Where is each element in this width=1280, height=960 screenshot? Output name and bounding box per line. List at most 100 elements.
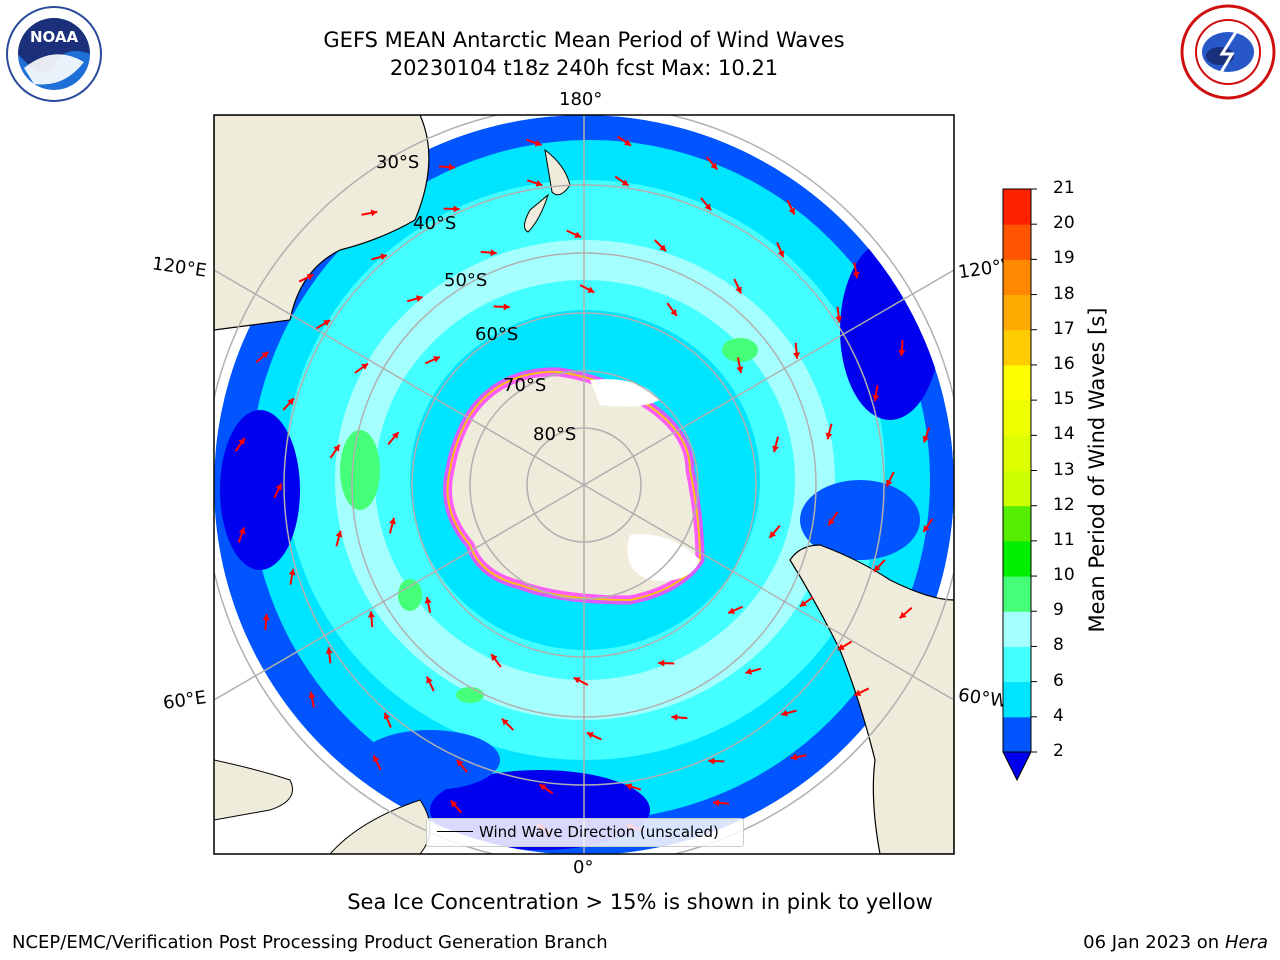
wind-arrow-head xyxy=(708,757,715,765)
wind-arrow-head xyxy=(450,800,458,808)
colorbar-segment xyxy=(1003,716,1031,753)
colorbar-segment xyxy=(1003,681,1031,718)
wind-arrow-head xyxy=(872,394,880,402)
wind-arrow-head xyxy=(736,366,744,373)
wind-arrow-head xyxy=(777,250,785,258)
wind-arrow-head xyxy=(287,398,295,406)
wind-arrow-head xyxy=(424,597,432,604)
map-legend: Wind Wave Direction (unscaled) xyxy=(426,818,744,847)
footer-date-text: 06 Jan 2023 on xyxy=(1083,932,1225,953)
wind-arrow-head xyxy=(923,525,930,532)
colorbar-label: Mean Period of Wind Waves [s] xyxy=(1085,307,1109,633)
colorbar-segment xyxy=(1003,224,1031,260)
wind-arrow-head xyxy=(573,677,581,684)
colorbar-segment xyxy=(1003,576,1031,612)
colorbar-tick-label: 18 xyxy=(1053,283,1075,304)
colorbar-segment xyxy=(1003,294,1031,331)
legend-line-swatch xyxy=(437,831,473,832)
colorbar-tick-label: 11 xyxy=(1053,529,1075,550)
wind-arrow-head xyxy=(288,568,296,576)
wind-arrow-head xyxy=(415,295,423,302)
colorbar-tick-label: 2 xyxy=(1053,741,1064,761)
wind-arrow-head xyxy=(728,607,736,614)
wind-arrow-head xyxy=(899,611,907,619)
wind-arrow-head xyxy=(333,444,340,452)
wind-wave-arrows xyxy=(234,135,934,835)
wind-arrow-head xyxy=(898,349,906,357)
wind-arrow-head xyxy=(389,517,396,525)
wind-arrow-head xyxy=(624,139,631,146)
wind-arrow-head xyxy=(799,600,807,607)
wind-arrow-head xyxy=(735,286,742,294)
legend-entry: Wind Wave Direction (unscaled) xyxy=(479,823,719,841)
wind-arrow-head xyxy=(625,783,633,790)
colorbar-segment xyxy=(1003,470,1031,507)
wind-arrow-head xyxy=(534,139,542,147)
ross-ice-shelf xyxy=(590,379,660,407)
wind-arrow-head xyxy=(781,709,788,717)
wind-arrow-head xyxy=(323,320,331,327)
colorbar-segment xyxy=(1003,435,1031,471)
colorbar-tick-label: 19 xyxy=(1053,248,1075,269)
graticule xyxy=(214,115,954,854)
wind-arrow-head xyxy=(659,244,667,252)
chart-title-line2: 20230104 t18z 240h fcst Max: 10.21 xyxy=(389,56,779,80)
noaa-logo: NOAA xyxy=(6,6,102,102)
wind-arrow-head xyxy=(308,691,316,699)
wind-arrow-head xyxy=(490,249,497,257)
colorbar-tick-label: 20 xyxy=(1053,213,1075,234)
wind-arrow-head xyxy=(670,309,677,316)
wind-arrow-head xyxy=(367,611,375,618)
footer-machine: Hera xyxy=(1224,932,1268,953)
lon-label-180: 180° xyxy=(559,89,603,110)
colorbar-tick-label: 14 xyxy=(1053,424,1075,445)
wind-arrow-head xyxy=(275,483,282,491)
weddell-ice-shelf xyxy=(627,534,700,581)
wind-arrow-head xyxy=(501,718,509,726)
wind-arrow-head xyxy=(491,654,498,661)
wind-arrow-head xyxy=(391,432,399,439)
sea-ice-note: Sea Ice Concentration > 15% is shown in … xyxy=(347,890,933,914)
wind-arrow-head xyxy=(426,676,433,684)
wind-arrow-head xyxy=(456,759,464,767)
colorbar-under-arrow xyxy=(1002,751,1032,782)
wind-arrow-head xyxy=(835,316,843,323)
wind-arrow-head xyxy=(828,518,835,526)
wind-arrow-head xyxy=(745,668,753,675)
colorbar-segment xyxy=(1003,189,1031,225)
lon-label-0: 0° xyxy=(573,857,594,878)
wind-arrow-head xyxy=(306,274,314,281)
wind-arrow-head xyxy=(886,479,893,487)
colorbar xyxy=(1002,188,1037,782)
colorbar-tick-label: 15 xyxy=(1053,389,1075,410)
wind-arrow-head xyxy=(238,527,246,535)
colorbar-segment xyxy=(1003,259,1031,296)
wind-arrow-head xyxy=(793,352,801,359)
colorbar-tick-label: 10 xyxy=(1053,565,1075,586)
lat-label-40s: 40°S xyxy=(413,213,457,234)
lat-label-30s: 30°S xyxy=(376,152,420,173)
colorbar-segment xyxy=(1003,611,1031,647)
colorbar-tick-label: 13 xyxy=(1053,459,1075,480)
lat-label-80s: 80°S xyxy=(533,424,577,445)
wind-arrow-head xyxy=(383,712,391,720)
wind-arrow-head xyxy=(825,432,833,440)
australia-landmass xyxy=(214,115,430,331)
chart-title-line1: GEFS MEAN Antarctic Mean Period of Wind … xyxy=(323,28,845,52)
lat-label-50s: 50°S xyxy=(444,270,488,291)
lat-label-70s: 70°S xyxy=(503,375,547,396)
wind-arrow-head xyxy=(586,732,594,739)
wind-arrow-head xyxy=(448,163,456,171)
wind-arrow-head xyxy=(852,271,860,279)
wind-arrow-head xyxy=(261,351,269,359)
colorbar-tick-label: 9 xyxy=(1053,600,1064,621)
wind-arrow-head xyxy=(873,564,881,572)
wind-arrow-head xyxy=(432,356,440,363)
wind-arrow-head xyxy=(837,643,845,650)
wind-arrow-head xyxy=(574,231,582,238)
colorbar-tick-label: 12 xyxy=(1053,494,1075,515)
wind-arrow-head xyxy=(262,613,270,621)
wind-arrow-head xyxy=(373,755,380,763)
wind-arrow-head xyxy=(535,180,543,187)
